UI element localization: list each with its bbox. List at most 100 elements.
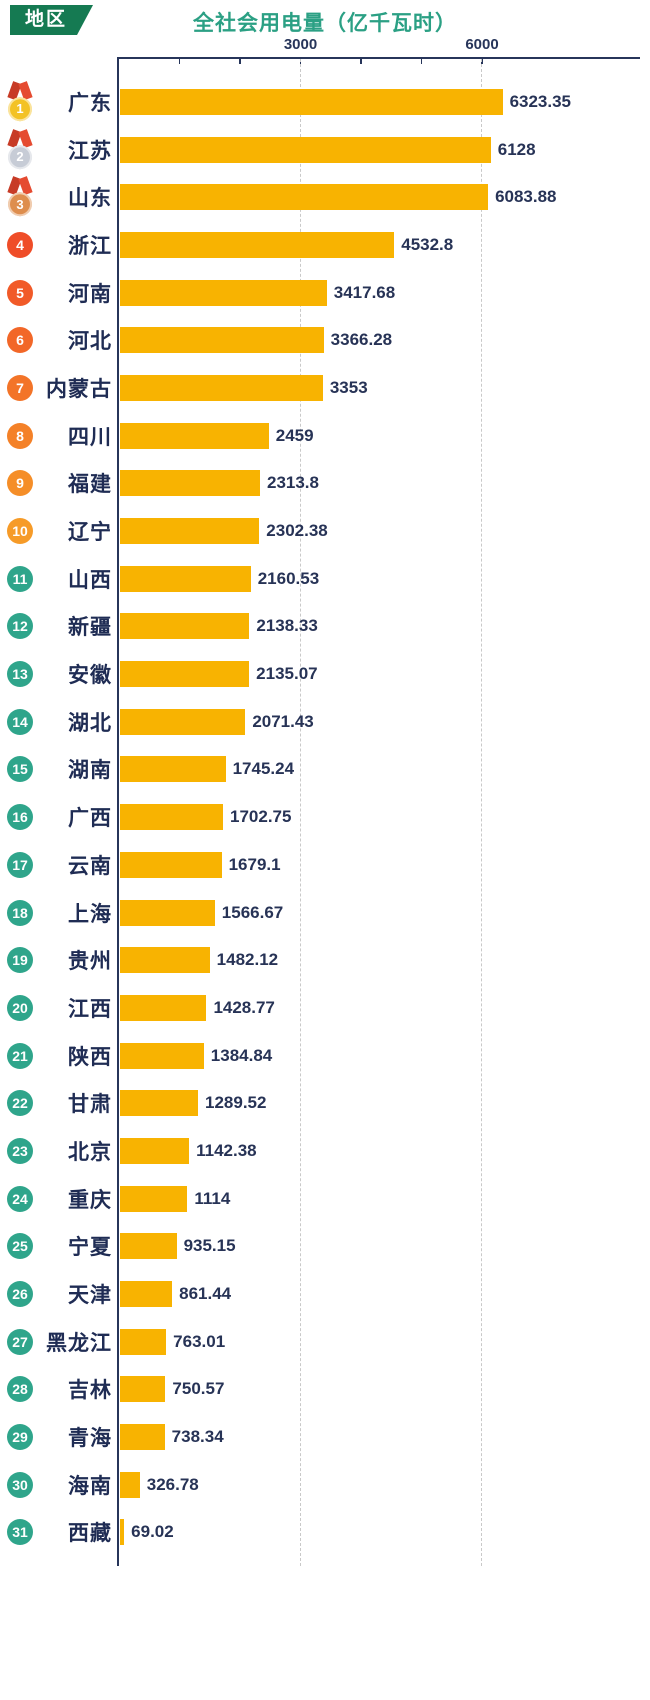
bronze-medal-icon: 3: [6, 176, 34, 217]
row-label-column: 10 辽宁: [0, 507, 120, 555]
value-label: 6323.35: [509, 91, 572, 111]
row-label-column: 9 福建: [0, 460, 120, 508]
rank-badge: 24: [7, 1185, 33, 1212]
province-label: 安徽: [68, 664, 112, 688]
rank-badge: 19: [7, 947, 33, 974]
region-badge: 地区: [10, 5, 93, 35]
rank-badge: 31: [7, 1519, 33, 1546]
bar-track: 2071.43: [120, 698, 650, 746]
province-label: 新疆: [68, 616, 112, 640]
row-label-column: 12 新疆: [0, 603, 120, 651]
row-label-column: 5 河南: [0, 269, 120, 317]
value-label: 1745.24: [232, 759, 295, 779]
province-label: 上海: [68, 902, 112, 926]
province-label: 江西: [68, 997, 112, 1021]
row-label-column: 22 甘肃: [0, 1079, 120, 1127]
bar-track: 2160.53: [120, 555, 650, 603]
gold-medal-icon: 1: [6, 81, 34, 122]
province-label: 江苏: [68, 139, 112, 163]
chart-row: 13 安徽 2135.07: [0, 650, 650, 698]
value-label: 1428.77: [213, 997, 275, 1017]
value-bar: [120, 565, 251, 592]
bar-track: 6128: [120, 126, 650, 174]
rank-badge: 18: [7, 899, 33, 926]
value-bar: [120, 1233, 177, 1260]
rank-badge: 15: [7, 756, 33, 783]
row-label-column: 2 江苏: [0, 126, 120, 174]
rank-badge: 12: [7, 613, 33, 640]
x-axis-minor-tick: [239, 59, 241, 64]
value-label: 2138.33: [256, 616, 318, 636]
bar-track: 3353: [120, 364, 650, 412]
value-label: 2071.43: [252, 711, 314, 731]
province-label: 湖南: [68, 759, 112, 783]
x-axis-minor-tick: [420, 59, 423, 64]
value-bar: [120, 184, 489, 211]
value-label: 750.57: [172, 1379, 225, 1399]
row-label-column: 27 黑龙江: [0, 1318, 120, 1366]
chart-row: 6 河北 3366.28: [0, 316, 650, 364]
bar-track: 4532.8: [120, 221, 650, 269]
value-bar: [120, 88, 503, 115]
province-label: 广西: [68, 807, 112, 831]
province-label: 重庆: [68, 1188, 112, 1212]
rank-badge: 17: [7, 851, 33, 878]
province-label: 浙江: [68, 234, 112, 258]
x-axis-line: [117, 57, 640, 59]
chart-row: 2 江苏 6128: [0, 126, 650, 174]
province-label: 黑龙江: [46, 1331, 112, 1355]
row-label-column: 8 四川: [0, 412, 120, 460]
value-bar: [120, 470, 260, 497]
chart-row: 25 宁夏 935.15: [0, 1223, 650, 1271]
province-label: 海南: [68, 1474, 112, 1498]
province-label: 福建: [68, 473, 112, 497]
bar-track: 69.02: [120, 1509, 650, 1557]
rank-number: 1: [8, 97, 32, 122]
value-label: 4532.8: [401, 234, 454, 254]
bar-track: 750.57: [120, 1366, 650, 1414]
chart-row: 26 天津 861.44: [0, 1270, 650, 1318]
row-label-column: 30 海南: [0, 1461, 120, 1509]
value-label: 6083.88: [495, 187, 557, 207]
chart-row: 7 内蒙古 3353: [0, 364, 650, 412]
value-label: 1702.75: [230, 807, 292, 827]
x-axis-minor-tick: [360, 59, 362, 64]
row-label-column: 31 西藏: [0, 1509, 120, 1557]
x-axis-tick-label: 6000: [465, 36, 499, 53]
value-label: 326.78: [146, 1474, 199, 1494]
row-label-column: 6 河北: [0, 316, 120, 364]
row-label-column: 13 安徽: [0, 650, 120, 698]
bar-track: 861.44: [120, 1270, 650, 1318]
value-label: 2302.38: [266, 521, 328, 541]
bar-track: 1745.24: [120, 746, 650, 794]
value-bar: [120, 422, 269, 449]
chart-row: 28 吉林 750.57: [0, 1366, 650, 1414]
chart-row: 8 四川 2459: [0, 412, 650, 460]
value-label: 738.34: [171, 1427, 224, 1447]
value-bar: [120, 1519, 125, 1546]
bar-track: 1384.84: [120, 1032, 650, 1080]
bar-track: 1702.75: [120, 793, 650, 841]
value-label: 763.01: [173, 1331, 226, 1351]
chart-row: 10 辽宁 2302.38: [0, 507, 650, 555]
bar-track: 935.15: [120, 1223, 650, 1271]
province-label: 西藏: [68, 1522, 112, 1546]
bar-track: 3417.68: [120, 269, 650, 317]
x-axis-minor-tick: [481, 59, 483, 64]
value-bar: [120, 708, 246, 735]
province-label: 山西: [68, 568, 112, 592]
rank-badge: 11: [7, 565, 33, 592]
province-label: 河北: [68, 330, 112, 354]
value-bar: [120, 1042, 204, 1069]
province-label: 广东: [68, 91, 112, 115]
rank-number: 2: [8, 144, 32, 169]
value-bar: [120, 231, 395, 258]
row-label-column: 20 江西: [0, 984, 120, 1032]
rank-badge: 23: [7, 1137, 33, 1164]
rank-badge: 27: [7, 1328, 33, 1355]
chart-row: 5 河南 3417.68: [0, 269, 650, 317]
silver-medal-icon: 2: [6, 128, 34, 169]
province-label: 四川: [68, 425, 112, 449]
value-label: 935.15: [183, 1236, 236, 1256]
chart-row: 30 海南 326.78: [0, 1461, 650, 1509]
